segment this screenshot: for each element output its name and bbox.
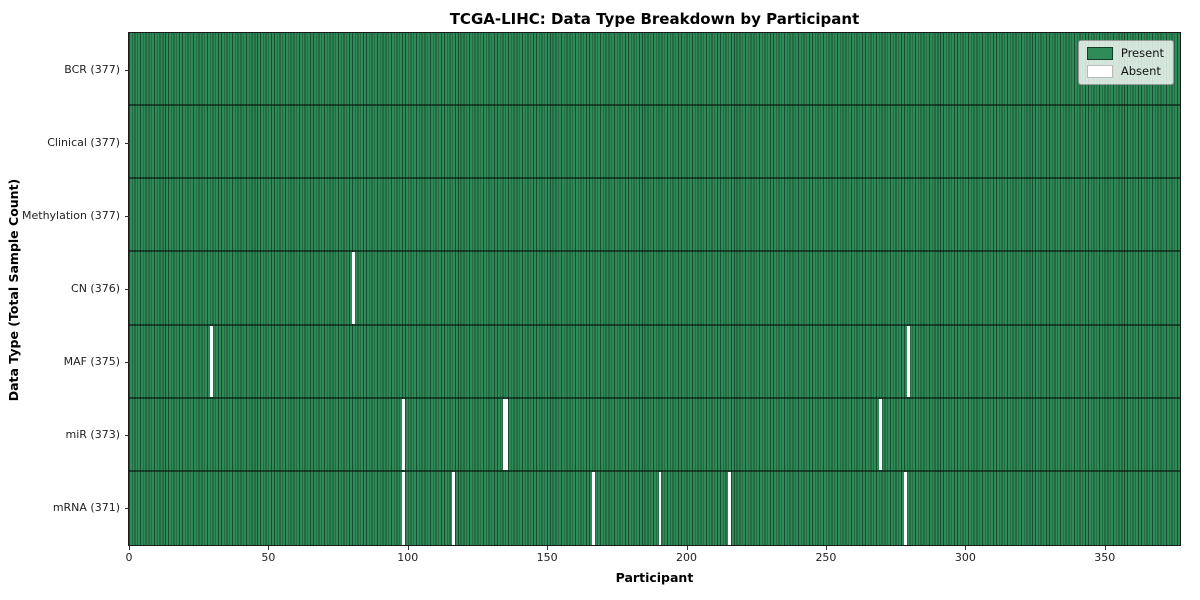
x-tick-label-50: 50 [261,551,276,564]
x-tick-label-200: 200 [676,551,698,564]
chart-title: TCGA-LIHC: Data Type Breakdown by Partic… [449,10,860,28]
x-axis-label: Participant [615,570,694,585]
y-tick-label-miR: miR (373) [65,428,121,442]
y-tick-mark-CN [125,289,129,290]
y-tick-mark-MAF [125,362,129,364]
y-tick-mark-miR [125,435,129,437]
absent-marker-mRNA-215 [728,471,732,545]
absent-marker-mRNA-278 [904,471,907,545]
absent-marker-MAF-279 [906,325,910,397]
absent-marker-CN-80 [352,252,355,324]
legend-entry-present: Present [1086,46,1164,60]
x-tick-mark-0 [129,546,130,550]
heatmap-row-CN [129,252,1180,326]
heatmap-row-mRNA [129,471,1180,545]
legend-label-present: Present [1120,46,1164,60]
x-tick-label-250: 250 [815,551,837,564]
x-tick-mark-250 [825,546,827,550]
heatmap-row-MAF [129,325,1180,399]
x-tick-label-100: 100 [397,551,419,564]
absent-marker-MAF-29 [209,325,213,397]
y-tick-mark-BCR [125,69,129,71]
absent-marker-miR-135 [505,398,509,470]
absent-marker-miR-134 [502,398,506,470]
x-tick-mark-50 [268,546,270,550]
absent-marker-miR-269 [878,398,882,470]
y-tick-label-CN: CN (376) [71,282,120,295]
y-tick-label-MAF: MAF (375) [63,355,120,369]
heatmap-row-Clinical [129,106,1180,180]
heatmap-row-Methylation [129,179,1180,253]
y-tick-label-BCR: BCR (377) [64,62,120,76]
x-tick-mark-350 [1104,546,1106,550]
x-tick-mark-300 [965,546,967,550]
absent-swatch-icon [1086,65,1113,78]
legend: Present Absent [1077,40,1174,85]
y-tick-mark-mRNA [125,508,129,510]
y-tick-mark-Clinical [125,142,129,144]
x-tick-label-150: 150 [536,551,558,564]
absent-marker-miR-98 [402,398,405,470]
heatmap-row-miR [129,398,1180,472]
absent-marker-mRNA-190 [658,471,662,545]
absent-marker-mRNA-98 [402,471,405,545]
absent-marker-mRNA-116 [452,471,456,545]
x-tick-mark-100 [407,546,409,550]
y-tick-label-Clinical: Clinical (377) [47,135,120,149]
legend-entry-absent: Absent [1086,64,1164,78]
x-tick-mark-150 [547,546,549,550]
y-tick-mark-Methylation [125,215,129,217]
legend-label-absent: Absent [1120,64,1161,78]
x-tick-label-350: 350 [1094,551,1116,564]
x-tick-label-300: 300 [954,551,976,564]
y-tick-label-mRNA: mRNA (371) [52,501,120,515]
absent-marker-mRNA-166 [591,471,595,545]
x-tick-label-0: 0 [125,551,133,564]
y-tick-label-Methylation: Methylation (377) [22,208,120,222]
present-swatch-icon [1086,47,1113,60]
x-tick-mark-200 [686,546,688,550]
plot-area: Present Absent [128,32,1181,546]
heatmap-row-BCR [129,33,1180,107]
